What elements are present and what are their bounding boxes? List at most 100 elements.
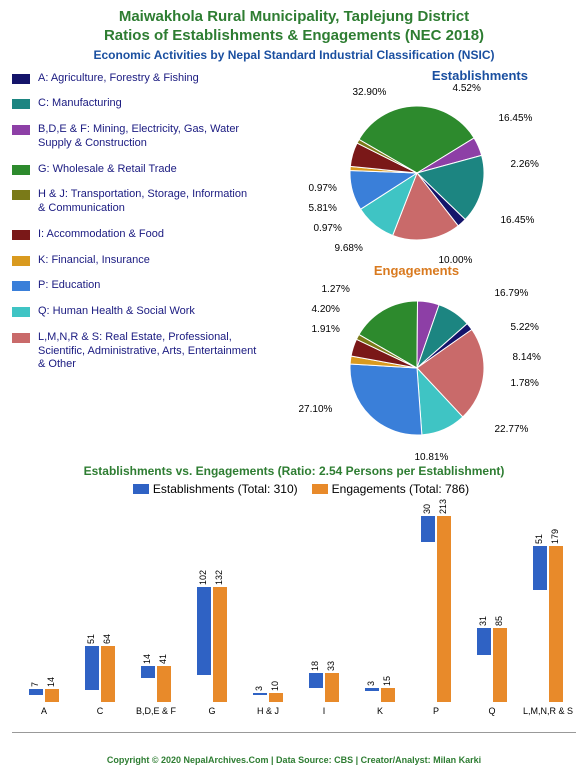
category-legend: A: Agriculture, Forestry & Fishing C: Man… xyxy=(12,68,257,458)
series-label: Engagements (Total: 786) xyxy=(332,482,469,496)
bar-category: G xyxy=(208,706,215,716)
bar-value: 10 xyxy=(270,681,280,691)
bar: 18 xyxy=(309,673,323,689)
bar-category: L,M,N,R & S xyxy=(523,706,573,716)
bar-category: K xyxy=(377,706,383,716)
bar: 33 xyxy=(325,673,339,702)
bar: 31 xyxy=(477,628,491,655)
bar-value: 15 xyxy=(382,676,392,686)
pie-slice-label: 10.00% xyxy=(439,255,473,266)
legend-item: A: Agriculture, Forestry & Fishing xyxy=(12,72,257,86)
bar: 85 xyxy=(493,628,507,702)
pie-slice-label: 10.81% xyxy=(415,452,449,463)
bar: 132 xyxy=(213,587,227,702)
series-label: Establishments (Total: 310) xyxy=(153,482,298,496)
bar: 102 xyxy=(197,587,211,676)
bar-group: 3185Q xyxy=(472,628,512,702)
comparison-legend: Establishments (Total: 310) Engagements (… xyxy=(12,482,576,496)
legend-item: Q: Human Health & Social Work xyxy=(12,305,257,319)
bar-category: P xyxy=(433,706,439,716)
bar: 41 xyxy=(157,666,171,702)
bar-value: 31 xyxy=(478,616,488,626)
bar-group: 1441B,D,E & F xyxy=(136,666,176,702)
pie-slice-label: 1.91% xyxy=(312,324,340,335)
bar-value: 64 xyxy=(102,634,112,644)
bar: 51 xyxy=(533,546,547,590)
legend-item: P: Education xyxy=(12,279,257,293)
bar: 7 xyxy=(29,689,43,695)
pie-slice-label: 4.20% xyxy=(312,304,340,315)
bar-group: 315K xyxy=(360,688,400,701)
legend-item: K: Financial, Insurance xyxy=(12,254,257,268)
bar-value: 132 xyxy=(214,570,224,585)
bar: 3 xyxy=(253,693,267,696)
bar-group: 51179L,M,N,R & S xyxy=(528,546,568,702)
bar-value: 179 xyxy=(550,529,560,544)
legend-item: I: Accommodation & Food xyxy=(12,228,257,242)
pie-slice-label: 16.79% xyxy=(495,288,529,299)
bar-value: 33 xyxy=(326,661,336,671)
pie-slice-label: 4.52% xyxy=(453,83,481,94)
bar-value: 14 xyxy=(142,654,152,664)
bar-category: A xyxy=(41,706,47,716)
pie-slice-label: 27.10% xyxy=(299,404,333,415)
bar-category: C xyxy=(97,706,104,716)
bar-group: 5164C xyxy=(80,646,120,702)
subtitle: Economic Activities by Nepal Standard In… xyxy=(12,48,576,62)
pie-engagements: 16.79%5.22%8.14%1.78%22.77%10.81%27.10%1… xyxy=(262,278,572,458)
bar-value: 41 xyxy=(158,654,168,664)
pie-slice-label: 16.45% xyxy=(501,215,535,226)
pie-slice-label: 22.77% xyxy=(495,424,529,435)
bar-category: H & J xyxy=(257,706,279,716)
pie-slice-label: 32.90% xyxy=(353,87,387,98)
bar: 51 xyxy=(85,646,99,690)
bar: 10 xyxy=(269,693,283,702)
bar-group: 30213P xyxy=(416,516,456,701)
pie-slice-label: 1.78% xyxy=(511,378,539,389)
pie-slice-label: 1.27% xyxy=(322,284,350,295)
comparison-title: Establishments vs. Engagements (Ratio: 2… xyxy=(12,464,576,478)
bar-category: Q xyxy=(488,706,495,716)
bar-chart: 714A5164C1441B,D,E & F102132G310H & J183… xyxy=(12,502,576,733)
bar: 30 xyxy=(421,516,435,542)
pie-slice-label: 9.68% xyxy=(335,243,363,254)
footer-copyright: Copyright © 2020 NepalArchives.Com | Dat… xyxy=(12,755,576,765)
bar-value: 7 xyxy=(30,682,40,687)
bar-group: 310H & J xyxy=(248,693,288,702)
bar-group: 1833I xyxy=(304,673,344,702)
bar: 14 xyxy=(141,666,155,678)
legend-item: B,D,E & F: Mining, Electricity, Gas, Wat… xyxy=(12,123,257,151)
legend-item: L,M,N,R & S: Real Estate, Professional, … xyxy=(12,331,257,372)
legend-item: G: Wholesale & Retail Trade xyxy=(12,163,257,177)
bar: 64 xyxy=(101,646,115,702)
bar: 3 xyxy=(365,688,379,691)
bar: 15 xyxy=(381,688,395,701)
pie-slice-label: 2.26% xyxy=(511,159,539,170)
bar: 213 xyxy=(437,516,451,701)
pie-slice-label: 16.45% xyxy=(499,113,533,124)
bar-value: 18 xyxy=(310,661,320,671)
bar-value: 3 xyxy=(366,681,376,686)
pie-slice-label: 5.22% xyxy=(511,322,539,333)
bar-value: 51 xyxy=(534,534,544,544)
legend-item: C: Manufacturing xyxy=(12,97,257,111)
pie-slice-label: 0.97% xyxy=(309,183,337,194)
pie-slice-label: 5.81% xyxy=(309,203,337,214)
pie1-title: Establishments xyxy=(432,68,528,83)
bar-category: I xyxy=(323,706,326,716)
bar-value: 3 xyxy=(254,686,264,691)
bar-value: 30 xyxy=(422,504,432,514)
bar: 179 xyxy=(549,546,563,702)
bar-value: 102 xyxy=(198,570,208,585)
bar-value: 85 xyxy=(494,616,504,626)
bar-group: 714A xyxy=(24,689,64,701)
bar: 14 xyxy=(45,689,59,701)
bar-value: 213 xyxy=(438,499,448,514)
main-title: Maiwakhola Rural Municipality, Taplejung… xyxy=(12,8,576,46)
pie-establishments: 32.90% 4.52% 16.45% 2.26% 16.45% 10.00% 9.68% 0… xyxy=(262,83,572,263)
bar-value: 14 xyxy=(46,677,56,687)
legend-item: H & J: Transportation, Storage, Informat… xyxy=(12,188,257,216)
bar-value: 51 xyxy=(86,634,96,644)
pie-slice-label: 0.97% xyxy=(314,223,342,234)
bar-group: 102132G xyxy=(192,587,232,702)
